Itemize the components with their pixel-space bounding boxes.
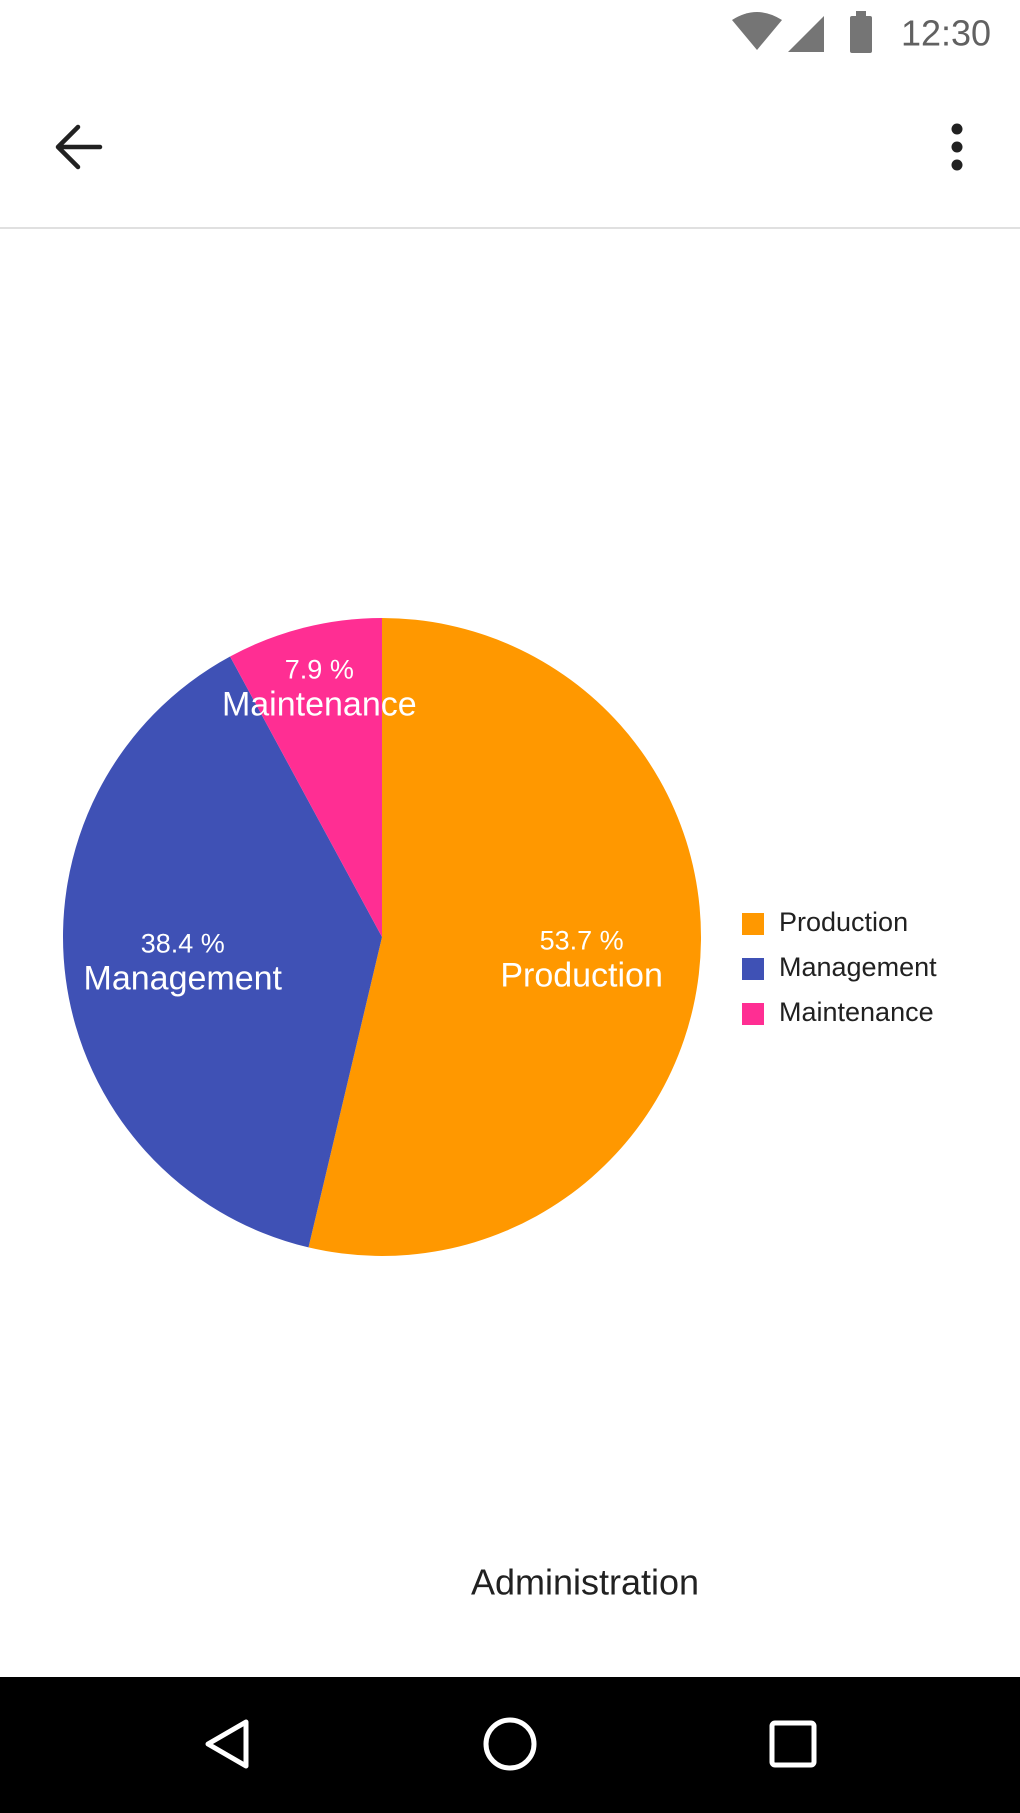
pie-slice (230, 618, 382, 937)
slice-name-label: Production (500, 956, 663, 994)
slice-value-label: 7.9 % (285, 655, 354, 685)
legend-label: Production (779, 907, 908, 937)
toolbar-divider (0, 227, 1020, 229)
nav-home[interactable] (483, 1717, 537, 1771)
legend-swatch (742, 913, 764, 935)
pie-slice (62, 656, 383, 1248)
slice-name-label: Management (84, 959, 283, 997)
status-time: 12:30 (901, 13, 991, 54)
slice-value-label: 38.4 % (141, 929, 225, 959)
slice-name-label: Maintenance (222, 686, 417, 724)
pie-slice (308, 618, 701, 1256)
slice-value-label: 53.7 % (540, 925, 624, 955)
signal-icon (788, 16, 824, 52)
battery-icon (850, 16, 872, 53)
legend-swatch (742, 1003, 764, 1025)
wifi-icon (732, 12, 782, 50)
nav-recents[interactable] (769, 1720, 817, 1768)
battery-tip (856, 11, 866, 17)
overflow-menu-button[interactable] (951, 123, 963, 171)
chart-caption: Administration (471, 1562, 699, 1603)
legend-label: Management (779, 952, 937, 982)
legend-label: Maintenance (779, 997, 934, 1027)
status-bar: 12:30 (732, 11, 991, 54)
nav-bar (0, 1677, 1020, 1813)
legend-swatch (742, 958, 764, 980)
nav-back[interactable] (205, 1719, 249, 1769)
back-button[interactable] (55, 124, 103, 170)
